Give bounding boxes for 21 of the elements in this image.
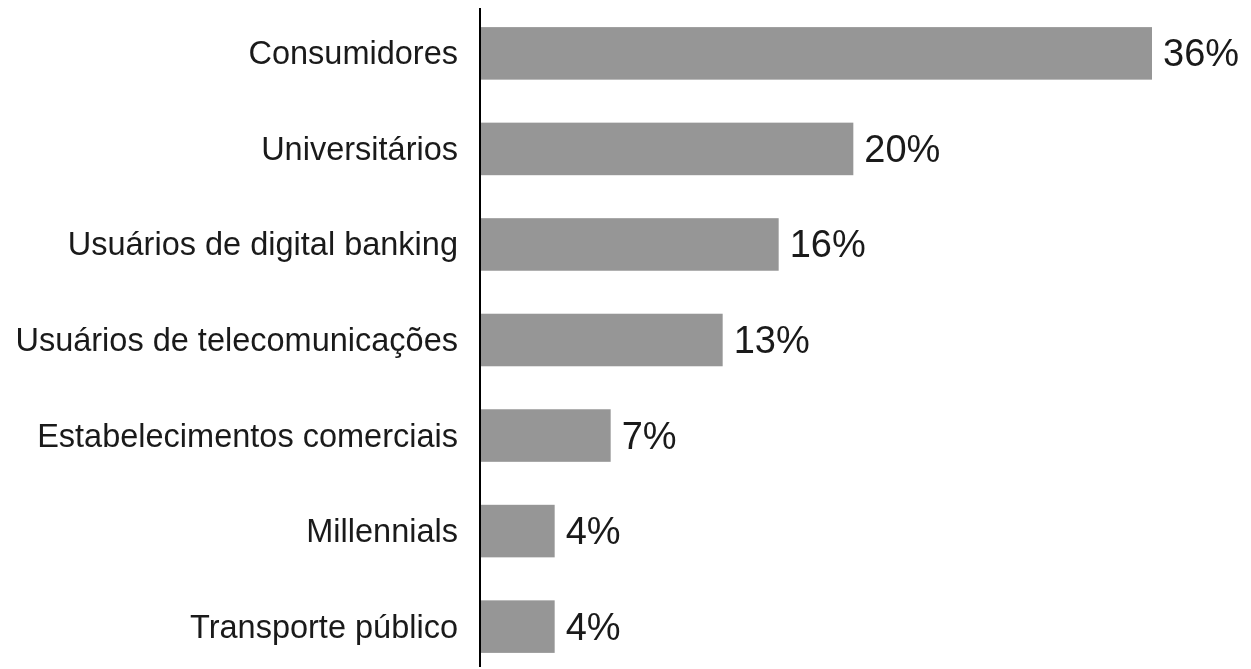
data-label: 4% [565,605,621,648]
data-label: 20% [864,127,941,170]
y-tick-label: Transporte público [190,608,458,645]
data-label: 36% [1163,32,1240,75]
data-label: 16% [789,223,866,266]
data-label: 4% [565,510,621,553]
y-tick-label: Estabelecimentos comerciais [37,417,458,454]
bar [480,313,723,367]
bar [480,27,1152,80]
y-tick-label: Millennials [306,513,458,550]
y-tick-label: Universitários [261,130,458,167]
bar [480,122,854,176]
y-tick-label: Usuários de digital banking [67,226,458,263]
y-tick-label: Consumidores [248,35,458,72]
bar [480,600,555,653]
bar [480,409,611,462]
data-label: 7% [621,414,677,457]
y-tick-label: Usuários de telecomunicações [15,322,458,358]
data-label: 13% [733,319,810,361]
bar [480,218,779,271]
bar [480,504,555,558]
